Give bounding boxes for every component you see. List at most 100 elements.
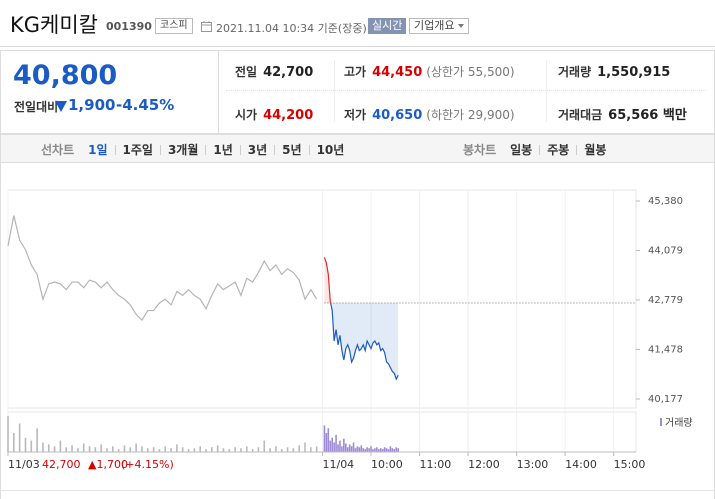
volume-bar [358,447,361,452]
stat-divider [546,60,547,122]
change-label: 전일대비 [14,100,59,114]
volume-bar [181,447,184,452]
volume-bar [187,449,190,452]
volume-bar [327,428,330,452]
volume-bar [374,448,376,452]
tab[interactable]: 월봉 [584,143,607,157]
y-tick-label: 45,380 [648,196,683,207]
timestamp: 2021.11.04 10:34 기준(장중) [216,22,367,35]
company-info-button[interactable]: 기업개요 [409,18,470,34]
volume-bar [146,448,149,452]
volume-bar [275,446,277,452]
realtime-badge[interactable]: 실시간 [368,18,407,34]
stat: 거래대금 65,566 백만 [558,104,687,123]
x-tick-label: 12:00 [468,458,500,471]
company-info-text: 기업개요 [414,19,455,32]
header-divider [0,46,715,47]
volume-bar [228,449,231,452]
stat-label: 고가 [344,65,367,79]
tab-separator [576,144,578,155]
tab[interactable]: 1년 [213,143,233,157]
volume-bar [335,434,337,452]
volume-bar [393,449,396,452]
volume-bar [88,446,91,452]
volume-bar [339,440,341,452]
stock-code: 001390 [106,20,152,33]
volume-bar [240,448,242,452]
volume-bar [348,444,351,452]
volume-bar [65,447,68,452]
tab[interactable]: 일봉 [510,143,533,157]
volume-bar [395,447,398,452]
tab-separator [239,144,241,155]
volume-bar [117,449,120,452]
change-rate: -4.45% [116,96,175,114]
volume-bar [129,447,132,452]
volume-bar [24,437,27,452]
volume-bar [47,444,50,452]
volume-bar [36,428,38,452]
x-tick-label: 13:00 [517,458,549,471]
dropdown-arrow [458,24,465,28]
volume-bar [71,445,73,452]
volume-bar [387,449,390,452]
quote-divider [218,51,219,133]
volume-bar [366,447,368,452]
stat-value: 65,566 백만 [608,108,687,123]
volume-bar [304,442,306,452]
volume-bar [391,448,394,452]
candle-chart-tabs: 봉차트 일봉 주봉 월봉 [463,141,606,158]
down-arrow [55,101,67,112]
tab[interactable]: 주봉 [547,143,570,157]
volume-bar [30,440,33,452]
volume-bar [18,423,21,452]
volume-bar [251,449,254,452]
tab-separator [308,144,310,155]
volume-bar [269,448,271,452]
volume-bar [343,438,345,452]
volume-bar [123,445,126,452]
volume-legend: 거래량 [665,417,693,429]
volume-bar [376,447,378,452]
tab-bar [0,134,715,163]
tab[interactable]: 3년 [247,143,268,157]
volume-bar [352,442,355,452]
volume-bar [298,445,300,452]
volume-bar [53,446,56,452]
volume-bar [82,443,85,452]
volume-bar [222,448,225,452]
volume-bar [333,442,335,452]
volume-bar [362,448,365,452]
prev-close: 42,700 [42,458,81,471]
volume-bar [370,446,372,452]
stat: 저가 40,650 (하한가 29,900) [344,104,515,123]
prev-change: ▲1,700 [88,458,128,471]
volume-bar [356,446,359,452]
volume-bar [337,444,339,452]
volume-bar [346,447,349,452]
volume-bar [245,446,248,452]
stat-note: (상한가 55,500) [426,65,515,79]
tab-separator [205,144,207,155]
volume-bar [135,443,137,452]
volume-bar [59,440,62,452]
tab[interactable]: 10년 [316,143,345,157]
tab[interactable]: 1일 [88,143,108,157]
tab-separator [274,144,276,155]
stat-label: 시가 [235,108,258,122]
volume-bar [176,444,178,452]
stat: 거래량 1,550,915 [558,61,670,80]
volume-bar [360,445,363,452]
volume-bar [377,449,380,452]
tab[interactable]: 5년 [282,143,302,157]
volume-bar [344,443,347,452]
volume-bar [350,446,353,452]
tab-separator [539,144,541,155]
tab[interactable]: 1주일 [122,143,153,157]
volume-bar [354,448,357,452]
volume-bar [234,447,236,452]
tab[interactable]: 3개월 [167,143,199,157]
volume-bar [329,440,332,452]
y-tick-label: 42,779 [648,295,683,306]
